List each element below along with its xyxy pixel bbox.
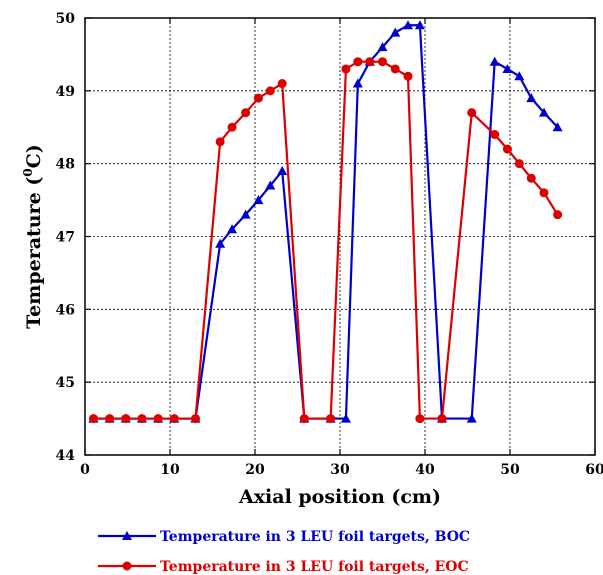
data-point xyxy=(377,42,388,52)
data-point xyxy=(353,57,363,67)
data-point xyxy=(365,57,375,67)
data-point xyxy=(514,71,525,81)
data-point xyxy=(340,413,351,423)
data-point xyxy=(240,209,251,219)
x-tick-label: 50 xyxy=(500,462,520,478)
x-tick-label: 40 xyxy=(415,462,435,478)
x-tick-label: 20 xyxy=(245,462,265,478)
y-tick-label: 45 xyxy=(56,375,75,391)
y-tick-label: 50 xyxy=(56,11,76,27)
y-tick-label: 44 xyxy=(56,448,76,464)
y-axis-title-unit: C) xyxy=(23,144,45,168)
data-point xyxy=(227,224,238,234)
data-point xyxy=(253,195,264,205)
data-point xyxy=(414,20,425,30)
y-axis-title: Temperature (0C) xyxy=(21,144,45,329)
data-point xyxy=(341,64,351,74)
data-point xyxy=(105,414,115,424)
data-point xyxy=(467,108,477,118)
data-point xyxy=(277,79,287,89)
legend: Temperature in 3 LEU foil targets, BOC Te… xyxy=(98,529,470,575)
data-point xyxy=(215,137,225,147)
x-tick-label: 30 xyxy=(330,462,350,478)
legend-entry: Temperature in 3 LEU foil targets, EOC xyxy=(98,559,469,575)
y-tick-label: 46 xyxy=(56,302,75,318)
data-point xyxy=(277,165,288,175)
x-tick-label: 0 xyxy=(80,462,90,478)
series-eoc xyxy=(89,57,563,424)
data-point xyxy=(378,57,387,67)
data-point xyxy=(227,122,237,132)
y-axis-title-main: Temperature ( xyxy=(23,177,45,329)
y-tick-label: 48 xyxy=(56,157,75,173)
data-point xyxy=(539,107,549,117)
data-point xyxy=(489,56,500,66)
data-point xyxy=(403,20,413,30)
series-line xyxy=(93,60,559,420)
data-point xyxy=(153,414,163,424)
data-point xyxy=(299,414,309,424)
data-point xyxy=(514,159,524,169)
legend-label: Temperature in 3 LEU foil targets, EOC xyxy=(160,559,469,575)
series-boc xyxy=(88,20,563,423)
x-tick-label: 60 xyxy=(585,462,603,478)
data-point xyxy=(137,414,147,424)
y-tick-label: 47 xyxy=(56,230,75,246)
data-point xyxy=(466,413,477,423)
data-point xyxy=(326,414,336,424)
data-point xyxy=(502,144,512,154)
data-point xyxy=(191,414,200,424)
data-point xyxy=(352,78,363,88)
data-point xyxy=(415,414,425,424)
legend-swatch-marker xyxy=(122,531,132,540)
data-point xyxy=(390,27,401,37)
data-point xyxy=(539,188,549,198)
data-point xyxy=(502,63,513,73)
y-tick-label: 49 xyxy=(56,84,75,100)
series-line xyxy=(93,24,559,420)
x-tick-label: 10 xyxy=(160,462,180,478)
y-axis-title-superscript: 0 xyxy=(21,168,35,176)
data-point xyxy=(253,93,263,103)
data-point xyxy=(526,173,536,183)
data-point xyxy=(403,71,413,81)
data-point xyxy=(390,64,400,74)
x-axis-title: Axial position (cm) xyxy=(238,486,441,508)
data-point xyxy=(121,414,131,424)
data-point xyxy=(553,210,563,220)
data-point xyxy=(89,414,98,424)
data-point xyxy=(169,414,179,424)
data-point xyxy=(241,108,251,118)
data-point xyxy=(265,180,276,190)
data-point xyxy=(215,238,226,248)
grid-lines xyxy=(85,18,595,455)
data-point xyxy=(490,130,500,140)
data-point xyxy=(437,414,447,424)
legend-swatch-marker xyxy=(122,561,132,571)
legend-label: Temperature in 3 LEU foil targets, BOC xyxy=(160,529,470,545)
series-layer xyxy=(88,20,563,424)
axis-ticks: 0 10 20 30 40 50 60 44 45 46 47 48 49 50 xyxy=(56,11,603,478)
data-point xyxy=(526,93,537,103)
legend-entry: Temperature in 3 LEU foil targets, BOC xyxy=(98,529,470,545)
data-point xyxy=(552,122,563,132)
data-point xyxy=(265,86,275,96)
